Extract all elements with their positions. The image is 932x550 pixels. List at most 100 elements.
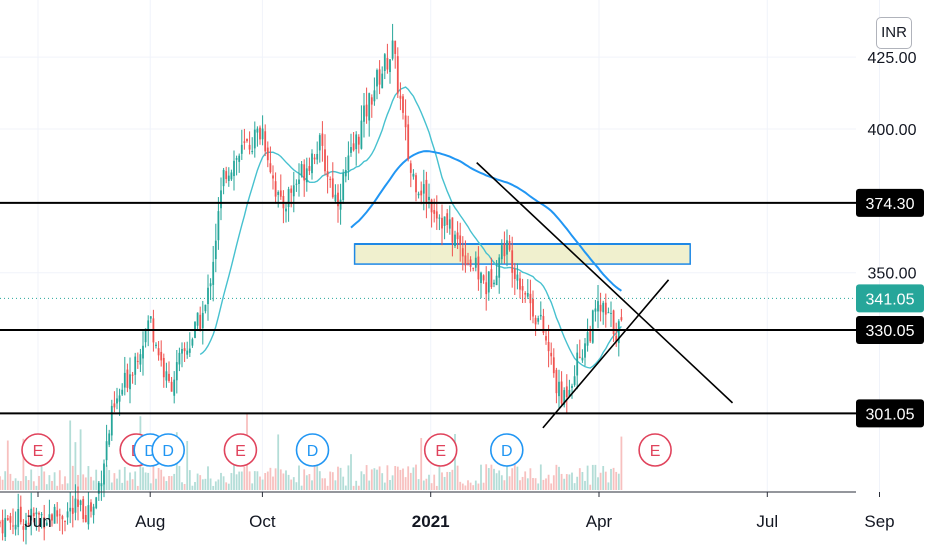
earnings-event-marker[interactable]: E <box>21 433 55 467</box>
candle <box>274 181 277 197</box>
candle <box>381 73 384 89</box>
volume-bar <box>173 473 176 490</box>
volume-bar <box>469 482 472 490</box>
volume-bar <box>581 472 584 490</box>
candle <box>269 163 272 173</box>
candle <box>199 314 202 330</box>
volume-bar <box>589 484 592 490</box>
volume-bar <box>64 476 66 490</box>
candle <box>368 93 371 121</box>
candle <box>576 352 579 376</box>
dividend-event-label: D <box>307 443 319 460</box>
candle <box>217 211 220 241</box>
volume-bar <box>95 469 98 490</box>
dividend-event-marker[interactable]: D <box>489 433 524 467</box>
earnings-event-label: E <box>435 443 446 460</box>
volume-bar <box>43 471 46 490</box>
candle <box>48 514 51 520</box>
earnings-event-marker[interactable]: E <box>638 433 672 467</box>
level-label-text: 301.05 <box>866 406 915 423</box>
candle <box>90 502 92 512</box>
volume-bar <box>152 450 155 490</box>
candle <box>482 275 485 281</box>
volume-bar <box>6 440 9 490</box>
volume-bar <box>170 476 173 490</box>
volume-bar <box>412 467 415 490</box>
volume-bar <box>368 480 371 490</box>
candle <box>555 369 558 394</box>
candle <box>329 178 332 180</box>
candle <box>396 56 399 94</box>
horizontal-levels[interactable] <box>0 201 856 415</box>
candle <box>394 40 397 54</box>
candle <box>292 185 295 197</box>
volume-bar <box>256 471 259 490</box>
volume-bar <box>53 472 56 490</box>
volume-bar <box>493 468 495 490</box>
candle <box>378 69 381 85</box>
candle <box>134 356 137 375</box>
candle <box>56 510 59 517</box>
volume-bar <box>116 478 118 490</box>
volume-bar <box>612 467 615 490</box>
volume-bar <box>563 478 566 490</box>
volume-bar <box>292 477 295 490</box>
currency-button[interactable]: INR <box>876 17 912 49</box>
candle <box>0 522 1 524</box>
candle <box>399 95 402 99</box>
volume-bar <box>438 465 441 490</box>
candle <box>391 40 394 59</box>
candle <box>386 57 389 70</box>
candle <box>19 506 22 523</box>
candle <box>6 518 9 521</box>
candle <box>209 283 212 287</box>
volume-bar <box>165 481 168 490</box>
volume-bar <box>550 483 553 490</box>
candle <box>295 183 298 185</box>
time-axis[interactable]: Jun Aug Oct 2021 Apr Jul Sep <box>0 491 895 531</box>
volume-bar <box>547 474 550 490</box>
candle <box>66 511 69 518</box>
volume-bar <box>467 480 469 490</box>
candle <box>279 190 282 197</box>
candle <box>266 147 269 161</box>
volume-bar <box>446 471 449 490</box>
volume-bar <box>186 441 189 490</box>
volume-bar <box>498 470 501 490</box>
volume-bar <box>295 482 298 490</box>
resistance-zone[interactable] <box>353 242 691 265</box>
candle <box>402 96 404 113</box>
trendlines[interactable] <box>476 162 734 429</box>
earnings-event-marker[interactable]: E <box>423 433 458 467</box>
candle <box>467 263 469 265</box>
volume-bar <box>303 469 306 490</box>
x-tick-label: 2021 <box>412 512 450 531</box>
dividend-event-marker[interactable]: D <box>151 433 185 467</box>
candle <box>503 243 506 257</box>
candle <box>84 515 87 523</box>
volume-bar <box>194 481 196 490</box>
candle <box>558 381 560 397</box>
volume-bar <box>84 477 87 490</box>
volume-bar <box>311 480 313 490</box>
candle <box>108 433 111 445</box>
volume-bar <box>464 485 467 490</box>
candle <box>428 196 430 201</box>
earnings-event-label: E <box>650 443 661 460</box>
candle <box>136 360 139 362</box>
dividend-event-marker[interactable]: D <box>295 433 330 467</box>
last-price-label-text: 341.05 <box>866 291 915 308</box>
event-markers[interactable]: EEDDEDEDE <box>21 433 672 467</box>
volume-bar <box>334 480 337 490</box>
volume-bar <box>415 464 417 490</box>
volume-bar <box>586 465 589 490</box>
volume-bar <box>326 485 329 490</box>
price-axis[interactable]: 425.00 400.00 350.00 <box>868 50 917 283</box>
volume-bar <box>201 479 204 490</box>
volume-bar <box>324 478 326 490</box>
volume-bar <box>77 474 79 490</box>
candle <box>61 516 64 520</box>
volume-bar <box>396 466 399 490</box>
earnings-event-marker[interactable]: E <box>223 433 258 467</box>
